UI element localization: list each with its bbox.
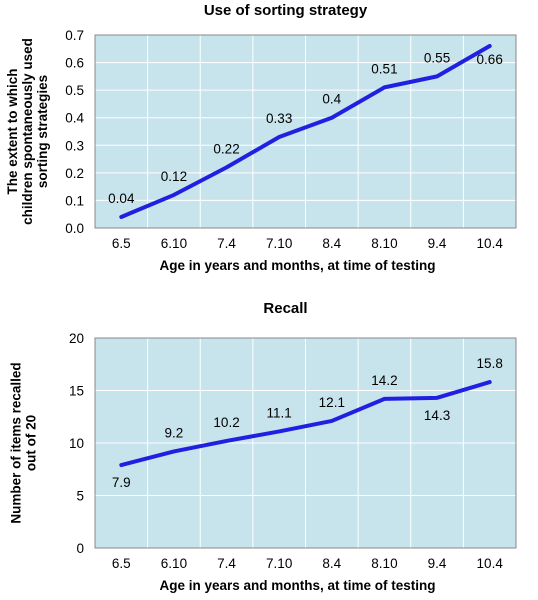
y-tick-label: 10: [69, 436, 84, 451]
x-tick-label: 8.10: [371, 556, 397, 571]
plot-border: [94, 337, 517, 549]
chart-panel-1: 0.0 0.1 0.2 0.3 0.4 0.5 0.6 0.7 6.5 6.10 7.4 7.10 8.…: [5, 2, 517, 273]
data-label: 0.04: [108, 191, 135, 206]
y-tick-label: 0.4: [65, 111, 84, 126]
y-tick-label: 0.2: [65, 166, 84, 181]
x-tick-label: 7.10: [266, 556, 292, 571]
chart-title: Use of sorting strategy: [204, 2, 368, 19]
y-tick-label: 20: [69, 331, 84, 346]
data-label: 11.1: [267, 405, 292, 420]
y-axis-title-line: sorting strategies: [35, 75, 50, 188]
data-label: 0.55: [424, 50, 450, 65]
chart-title: Recall: [263, 300, 307, 317]
y-tick-label: 0.0: [65, 221, 84, 236]
data-label: 0.22: [213, 141, 239, 156]
data-label: 14.2: [371, 373, 397, 388]
x-tick-label: 6.5: [112, 236, 131, 251]
x-tick-label: 6.10: [161, 236, 187, 251]
x-tick-label: 9.4: [428, 556, 447, 571]
data-label: 0.4: [322, 92, 341, 107]
data-label: 14.3: [424, 408, 450, 423]
x-tick-label: 9.4: [428, 236, 447, 251]
x-tick-label: 6.10: [161, 556, 187, 571]
y-axis-title-line: out of 20: [24, 415, 39, 471]
chart-panel-2: 0 5 10 15 20 6.5 6.10 7.4 7.10 8.4 8.10 9.4 10.4 7.9 9…: [9, 300, 517, 593]
y-tick-label: 0.3: [65, 138, 84, 153]
data-label: 12.1: [319, 395, 345, 410]
y-axis-title-line: Number of items recalled: [9, 362, 24, 523]
x-tick-label: 8.4: [322, 556, 341, 571]
data-label: 0.12: [161, 169, 187, 184]
x-tick-label: 7.4: [217, 236, 236, 251]
data-label: 10.2: [213, 415, 239, 430]
x-tick-label: 8.4: [322, 236, 341, 251]
x-tick-label: 7.4: [217, 556, 236, 571]
x-axis-title: Age in years and months, at time of test…: [159, 578, 435, 593]
y-axis-title: Number of items recalledout of 20: [9, 362, 39, 523]
data-label: 7.9: [112, 475, 131, 490]
y-axis-title-line: children spontaneously used: [20, 38, 35, 225]
y-axis-title: The extent to whichchildren spontaneousl…: [5, 38, 50, 225]
data-label: 0.66: [477, 52, 503, 67]
y-axis-title-line: The extent to which: [5, 68, 20, 194]
data-label: 15.8: [477, 356, 503, 371]
y-tick-label: 0.6: [65, 56, 84, 71]
series-line: [119, 380, 492, 468]
x-tick-label: 10.4: [477, 236, 504, 251]
y-tick-label: 0.1: [65, 193, 84, 208]
x-axis-title: Age in years and months, at time of test…: [159, 258, 435, 273]
plot-border: [94, 34, 517, 229]
data-label: 0.51: [371, 61, 397, 76]
x-tick-label: 10.4: [477, 556, 504, 571]
x-tick-label: 6.5: [112, 556, 131, 571]
y-tick-label: 15: [69, 384, 84, 399]
y-tick-label: 5: [76, 489, 84, 504]
y-tick-label: 0: [76, 541, 84, 556]
y-tick-label: 0.7: [65, 28, 84, 43]
x-tick-label: 8.10: [371, 236, 397, 251]
data-label: 0.33: [266, 111, 292, 126]
series-line: [119, 44, 492, 219]
y-tick-label: 0.5: [65, 83, 84, 98]
x-tick-label: 7.10: [266, 236, 292, 251]
data-label: 9.2: [165, 425, 184, 440]
